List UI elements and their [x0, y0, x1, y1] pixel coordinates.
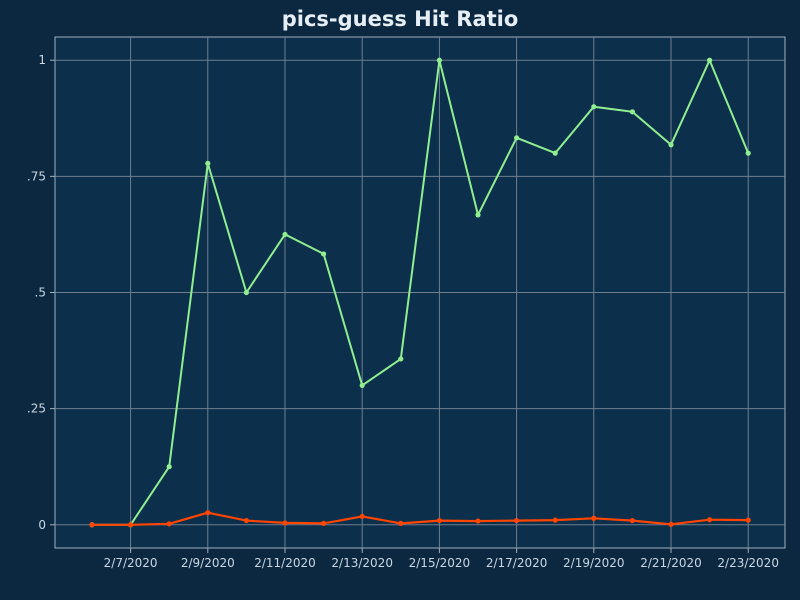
series-1-point	[707, 57, 713, 63]
series-2-point	[668, 521, 674, 527]
series-1-point	[668, 142, 674, 148]
series-1-point	[359, 382, 365, 389]
y-tick-label: 1	[38, 53, 46, 67]
x-tick-label: 2/15/2020	[409, 556, 471, 570]
series-1-point	[475, 212, 481, 218]
series-1-point	[745, 150, 751, 156]
series-1-point	[205, 160, 211, 166]
y-tick-label: .25	[27, 402, 46, 416]
series-1-point	[436, 57, 442, 63]
series-2-point	[707, 517, 713, 523]
x-tick-label: 2/23/2020	[717, 556, 779, 570]
series-1-point	[282, 231, 288, 238]
series-2-point	[282, 520, 288, 526]
x-tick-label: 2/21/2020	[640, 556, 702, 570]
y-tick-label: 0	[38, 518, 46, 532]
series-1-point	[321, 251, 327, 257]
series-2-point	[398, 520, 404, 526]
chart-title: pics-guess Hit Ratio	[282, 7, 519, 31]
series-2-point	[591, 515, 597, 521]
series-2-point	[128, 522, 134, 528]
x-tick-label: 2/7/2020	[104, 556, 158, 570]
series-2-point	[514, 517, 520, 524]
series-2-point	[629, 517, 636, 524]
x-tick-label: 2/19/2020	[563, 556, 625, 570]
x-tick-label: 2/13/2020	[331, 556, 393, 570]
series-2-point	[89, 522, 95, 528]
series-2-line	[92, 511, 749, 526]
series-2-point	[321, 520, 327, 526]
series-1-point	[243, 289, 249, 296]
series-1-point	[591, 104, 597, 110]
series-2-point	[166, 521, 172, 527]
series-1-point	[552, 150, 558, 156]
y-tick-label: .75	[27, 169, 46, 183]
x-tick-label: 2/9/2020	[181, 556, 235, 570]
series-1-point	[514, 135, 520, 141]
series-2-point	[475, 518, 481, 524]
series-2-point	[243, 517, 249, 524]
series-1-point	[398, 356, 404, 362]
series-1-point	[629, 109, 636, 115]
axes: 0 .25 .5 .75 1 2/7/2020 2/9/2020 2/11/2020 2/13/…	[27, 53, 779, 570]
y-tick-label: .5	[35, 286, 46, 300]
series-1-line	[92, 59, 750, 526]
x-tick-label: 2/17/2020	[486, 556, 548, 570]
series-2-point	[552, 517, 558, 523]
series-2-point	[436, 517, 442, 524]
series-layer	[89, 57, 751, 528]
series-2-point	[359, 513, 365, 520]
series-1-point	[166, 464, 172, 470]
series-2-point	[205, 510, 211, 516]
series-2-point	[745, 517, 751, 523]
x-tick-label: 2/11/2020	[254, 556, 316, 570]
